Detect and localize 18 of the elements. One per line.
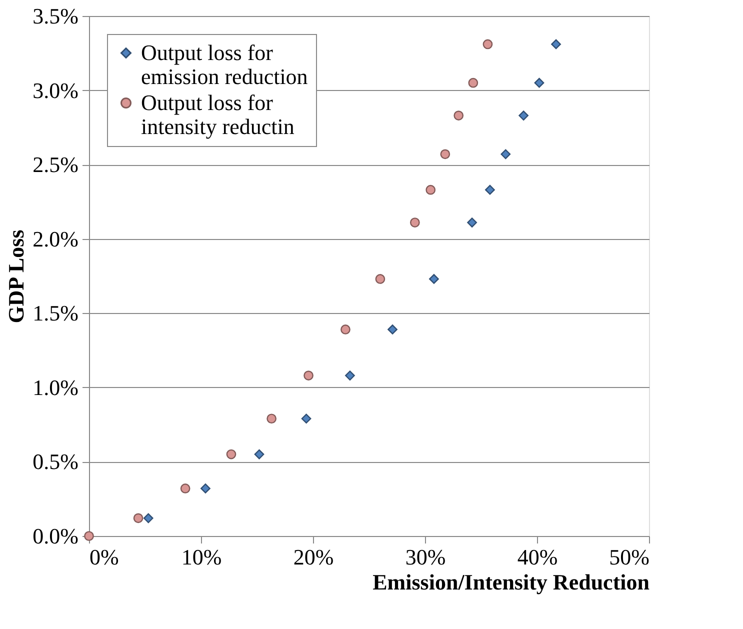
x-tick-label: 30% xyxy=(405,544,446,570)
x-tick-label: 20% xyxy=(293,544,334,570)
y-tick-label: 0.5% xyxy=(32,449,78,474)
legend-label: Output loss for emission reduction xyxy=(141,40,308,89)
y-tick-label: 2.5% xyxy=(32,152,78,178)
y-tick-label: 1.5% xyxy=(32,300,78,326)
y-axis-title: GDP Loss xyxy=(4,229,29,324)
y-tick-label: 2.0% xyxy=(32,226,78,252)
x-axis-title: Emission/Intensity Reduction xyxy=(372,570,650,594)
x-tick-label: 10% xyxy=(181,544,222,570)
y-tick-label: 3.5% xyxy=(32,4,78,28)
x-tick-label: 50% xyxy=(609,544,650,570)
y-tick-label: 1.0% xyxy=(32,374,78,400)
y-tick-label: 3.0% xyxy=(32,78,78,103)
y-tick-label: 0.0% xyxy=(32,524,78,548)
x-tick-label: 40% xyxy=(517,544,558,570)
x-tick-label: 0% xyxy=(90,544,119,570)
legend-label: Output loss for intensity reductin xyxy=(141,90,294,139)
